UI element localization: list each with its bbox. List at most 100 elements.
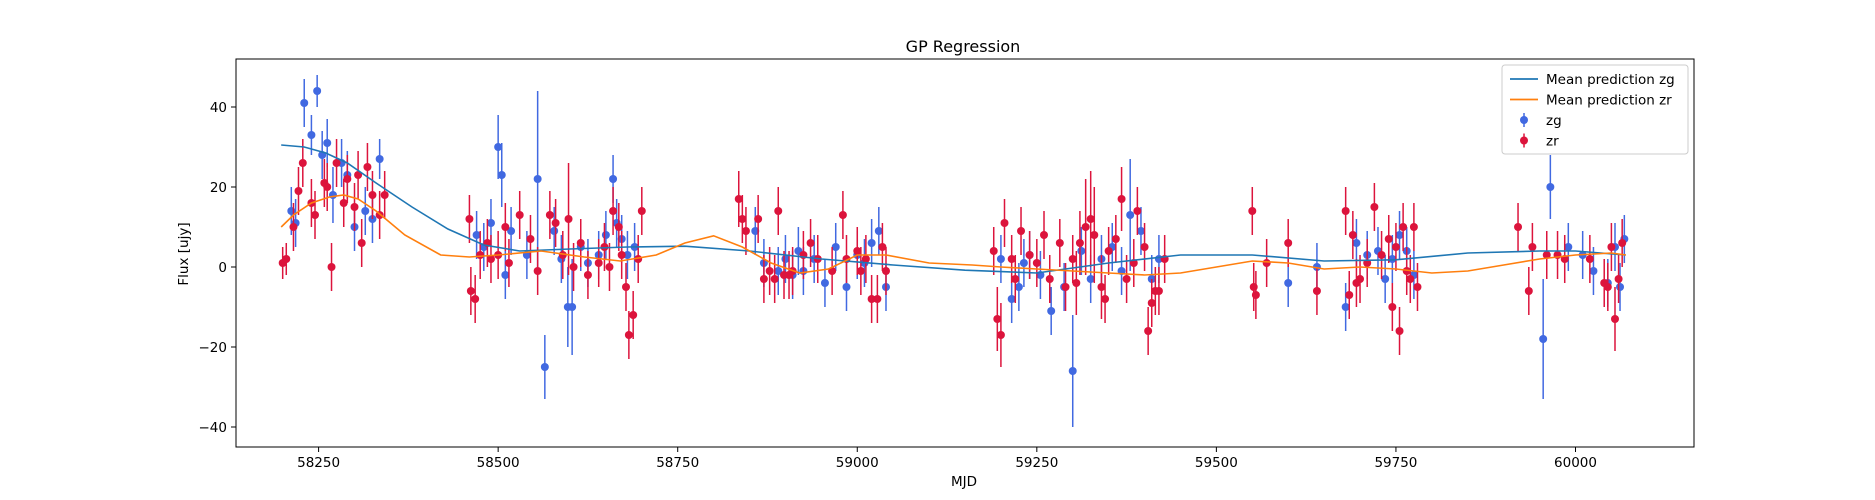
zg-point [472,231,481,239]
zg-point [1381,275,1390,283]
zg-point [842,283,851,291]
zr-point [873,295,882,303]
zr-point [526,235,535,243]
zg-point [781,255,790,263]
zr-point [1000,219,1009,227]
zg-point [1077,247,1086,255]
zr-point [1248,207,1257,215]
zg-point [623,251,632,259]
zr-point [1614,275,1623,283]
y-axis: −40 −20 0 20 40 [199,100,236,436]
zr-point [624,331,633,339]
zr-point [989,247,998,255]
zr-point [471,295,480,303]
zr-point [1147,299,1156,307]
legend-label: Mean prediction zg [1546,72,1675,88]
zr-point [564,215,573,223]
zr-point [1104,247,1113,255]
zr-point [1154,287,1163,295]
zr-point [1585,255,1594,263]
zr-point [380,191,389,199]
zg-point [1014,283,1023,291]
zr-point [1618,239,1627,247]
x-axis-label: MJD [951,474,977,490]
zg-point [774,267,783,275]
zr-point [1111,235,1120,243]
zr-point [617,251,626,259]
zr-point [1055,239,1064,247]
zr-point [1040,231,1049,239]
zg-point [1546,183,1555,191]
zr-point [476,251,485,259]
zr-point [1017,227,1026,235]
zr-point [533,267,542,275]
zr-point [515,211,524,219]
zr-point [1312,287,1321,295]
zr-point [1097,283,1106,291]
zr-point [343,175,352,183]
zg-point [1068,367,1077,375]
zr-point [1514,223,1523,231]
zr-point [323,183,332,191]
zr-point [1117,195,1126,203]
legend-label: Mean prediction zr [1546,93,1672,109]
zg-point [751,227,760,235]
zg-point [307,131,316,139]
zr-point [1607,243,1616,251]
zr-point [629,311,638,319]
zg-point [1019,259,1028,267]
zr-point [1081,223,1090,231]
x-axis: 58250 58500 58750 59000 59250 59500 59750 60000 [297,447,1597,471]
zr-point [569,263,578,271]
zr-point [357,239,366,247]
zr-point [774,207,783,215]
zr-point [1075,239,1084,247]
zr-point [594,259,603,267]
zr-point [838,211,847,219]
zr-point [294,187,303,195]
zr-point [993,315,1002,323]
zg-point [1539,335,1548,343]
zr-point [759,275,768,283]
zr-point [1072,279,1081,287]
y-tick-label: 20 [210,180,227,196]
zr-point [996,331,1005,339]
zr-point [1384,235,1393,243]
series-zr [278,139,1627,367]
zr-point [614,223,623,231]
zr-point [1007,255,1016,263]
zr-point [465,215,474,223]
zr-point [1101,295,1110,303]
legend-box [1501,64,1689,155]
zg-point [1126,211,1135,219]
legend-label: zr [1546,134,1559,150]
zr-point [1348,231,1357,239]
zr-point [486,255,495,263]
zr-point [1140,243,1149,251]
zr-point [1251,291,1260,299]
y-tick-label: 0 [218,260,227,276]
zg-point [313,87,322,95]
legend-label: zg [1546,113,1562,129]
zr-point [1388,303,1397,311]
zg-point [867,239,876,247]
line-mean-prediction-zr [280,194,1626,276]
zr-point [621,283,630,291]
zr-point [354,171,363,179]
zg-point [497,171,506,179]
zr-point [734,195,743,203]
zg-point [1047,307,1056,315]
y-tick-label: 40 [210,100,227,116]
zr-point [501,223,510,231]
zr-point [350,203,359,211]
zr-point [339,199,348,207]
zg-point [1395,231,1404,239]
zr-point [754,215,763,223]
zr-point [1542,251,1551,259]
zr-point [1377,251,1386,259]
x-tick-label: 59500 [1195,455,1238,471]
zr-point [605,263,614,271]
zg-point [831,243,840,251]
zr-point [298,159,307,167]
